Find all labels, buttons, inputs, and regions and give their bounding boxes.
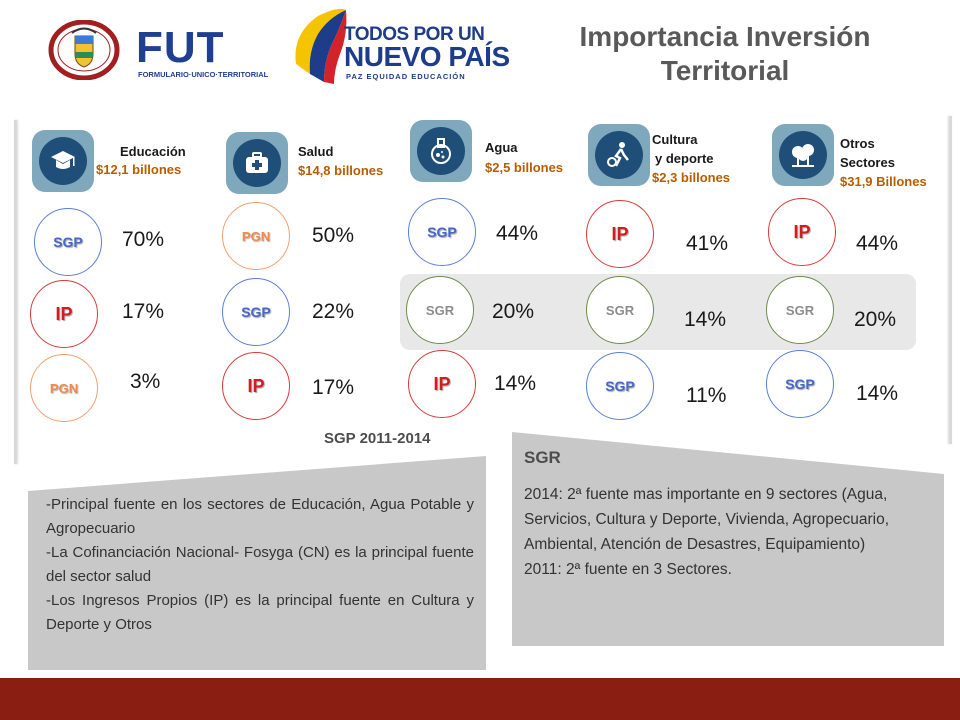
source-badge-ip: IP xyxy=(222,352,290,420)
source-percentage: 41% xyxy=(686,232,729,255)
source-label: SGP xyxy=(785,376,815,392)
sgr-notes-text: 2014: 2ª fuente mas importante en 9 sect… xyxy=(524,482,924,582)
source-badge-pgn: PGN xyxy=(30,354,98,422)
source-percentage: 44% xyxy=(496,222,539,245)
source-percentage: 17% xyxy=(122,300,165,323)
source-percentage: 44% xyxy=(856,232,899,255)
note-line: -La Cofinanciación Nacional- Fosyga (CN)… xyxy=(46,544,474,585)
source-label: IP xyxy=(611,223,629,244)
sgp-period-label: SGP 2011-2014 xyxy=(324,430,431,447)
frame-left-edge xyxy=(14,120,17,464)
sector-name-otros-line1: Otros xyxy=(840,136,875,151)
fut-logo-word: FUT xyxy=(136,23,225,72)
colombia-seal-logo xyxy=(48,19,120,81)
source-badge-ip: IP xyxy=(586,200,654,268)
source-label: SGP xyxy=(241,304,271,320)
basketball-player-icon xyxy=(588,124,650,186)
note-line: -Los Ingresos Propios (IP) es la princip… xyxy=(46,592,474,633)
source-label: SGR xyxy=(605,302,635,318)
sgr-highlight-band xyxy=(400,274,916,350)
source-percentage: 20% xyxy=(492,300,535,323)
source-percentage: 22% xyxy=(312,300,355,323)
sector-amount-educacion: $12,1 billones xyxy=(96,162,182,177)
source-label: SGP xyxy=(53,234,83,250)
source-label: SGP xyxy=(427,224,457,240)
footer-bar xyxy=(0,678,960,720)
note-line: 2014: 2ª fuente mas importante en 9 sect… xyxy=(524,486,890,553)
source-badge-sgr: SGR xyxy=(586,276,654,344)
sector-amount-cultura: $2,3 billones xyxy=(652,170,731,185)
sgr-notes-panel xyxy=(512,432,944,646)
sector-name-salud: Salud xyxy=(298,144,334,159)
source-label: SGP xyxy=(605,378,635,394)
note-line: 2011: 2ª fuente en 3 Sectores. xyxy=(524,561,732,578)
source-percentage: 20% xyxy=(854,308,897,331)
source-label: PGN xyxy=(49,380,79,396)
source-badge-sgp: SGP xyxy=(766,350,834,418)
page-title: Importancia Inversión Territorial xyxy=(579,21,871,86)
source-badge-ip: IP xyxy=(30,280,98,348)
sector-name-cultura-line1: Cultura xyxy=(652,132,698,147)
source-badge-sgp: SGP xyxy=(222,278,290,346)
source-percentage: 14% xyxy=(494,372,537,395)
flask-icon xyxy=(410,120,472,182)
sector-amount-otros: $31,9 Billones xyxy=(840,174,927,189)
graduation-cap-icon xyxy=(32,130,94,192)
fut-logo: FUT FORMULARIO·UNICO·TERRITORIAL xyxy=(136,23,268,80)
sgp-notes-text: -Principal fuente en los sectores de Edu… xyxy=(46,493,474,637)
source-label: SGR xyxy=(785,302,815,318)
source-percentage: 3% xyxy=(130,370,161,393)
todos-por-un-nuevo-pais-logo: TODOS POR UN NUEVO PAÍS PAZ EQUIDAD EDUC… xyxy=(288,4,510,86)
source-badge-sgr: SGR xyxy=(766,276,834,344)
sector-name-agua: Agua xyxy=(485,140,518,155)
source-percentage: 11% xyxy=(686,384,727,407)
sector-amount-agua: $2,5 billones xyxy=(485,160,564,175)
sgp-notes-panel xyxy=(28,456,486,670)
trees-icon xyxy=(772,124,834,186)
frame-right-edge xyxy=(949,116,952,444)
sector-name-educacion: Educación xyxy=(120,144,186,159)
source-percentage: 14% xyxy=(684,308,727,331)
sgr-notes-title: SGR xyxy=(524,448,561,467)
source-label: SGR xyxy=(425,302,455,318)
source-badge-sgr: SGR xyxy=(406,276,474,344)
sector-name-cultura-line2: y deporte xyxy=(655,151,714,166)
source-badge-pgn: PGN xyxy=(222,202,290,270)
source-percentage: 17% xyxy=(312,376,355,399)
fut-logo-subtitle: FORMULARIO·UNICO·TERRITORIAL xyxy=(138,70,269,79)
source-badge-sgp: SGP xyxy=(408,198,476,266)
source-badge-sgp: SGP xyxy=(34,208,102,276)
source-label: IP xyxy=(55,303,73,324)
note-line: -Principal fuente en los sectores de Edu… xyxy=(46,496,474,537)
sector-name-otros-line2: Sectores xyxy=(840,155,895,170)
source-label: IP xyxy=(433,373,451,394)
source-percentage: 70% xyxy=(122,228,165,251)
source-badge-ip: IP xyxy=(408,350,476,418)
content-frame xyxy=(14,116,952,466)
source-percentage: 50% xyxy=(312,224,355,247)
tricolor-ribbon-icon xyxy=(295,8,347,84)
logo-slogan-line1: TODOS POR UN xyxy=(344,24,485,45)
source-badge-sgp: SGP xyxy=(586,352,654,420)
sector-amount-salud: $14,8 billones xyxy=(298,163,384,178)
medical-kit-icon xyxy=(226,132,288,194)
source-label: IP xyxy=(793,221,811,242)
logo-slogan-line2: NUEVO PAÍS xyxy=(344,41,510,72)
source-label: PGN xyxy=(241,228,271,244)
logo-slogan-line3: PAZ EQUIDAD EDUCACIÓN xyxy=(346,72,466,81)
source-label: IP xyxy=(247,375,265,396)
source-percentage: 14% xyxy=(856,382,899,405)
source-badge-ip: IP xyxy=(768,198,836,266)
